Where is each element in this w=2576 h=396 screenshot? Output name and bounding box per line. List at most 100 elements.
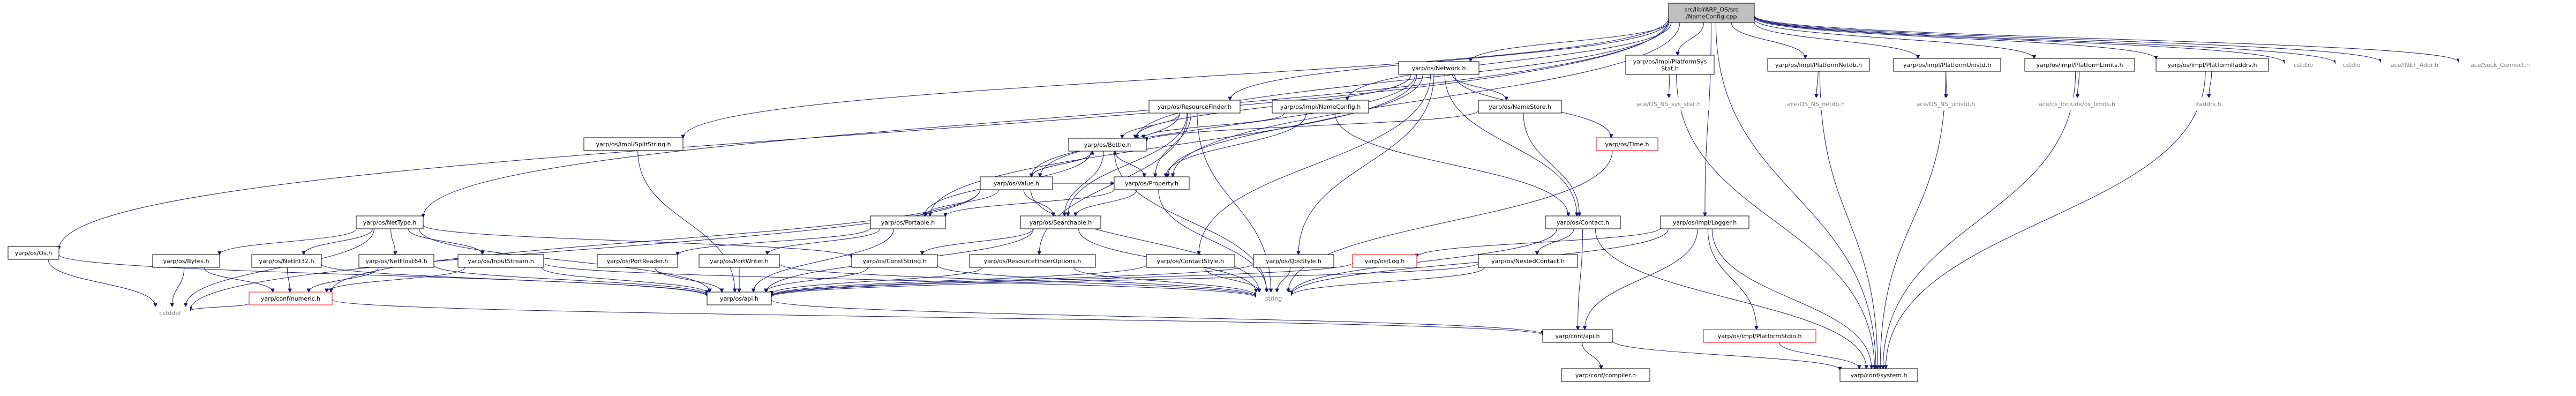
edge-root-to-nettype: [423, 19, 1669, 217]
edge-netfloat64-to-api: [433, 265, 707, 295]
node-contactstyle[interactable]: yarp/os/ContactStyle.h: [1146, 254, 1235, 268]
edge-portreader-to-api: [655, 267, 722, 292]
node-label-time: yarp/os/Time.h: [1605, 141, 1649, 148]
node-label-platformifaddrs: yarp/os/impl/PlatformIfaddrs.h: [2167, 62, 2257, 69]
edge-portable-to-portreader: [678, 227, 871, 255]
node-netfloat64[interactable]: yarp/os/NetFloat64.h: [358, 254, 434, 268]
edge-confapi-to-system: [1612, 340, 1840, 370]
node-box-platformnetdb: [1767, 58, 1870, 72]
edge-value-to-cstddef: [190, 189, 981, 310]
edge-numeric-to-cstddef: [190, 303, 250, 310]
node-box-compiler: [1561, 368, 1650, 382]
edge-platformnetdb-to-ace_netdb: [1816, 71, 1819, 98]
node-namestore[interactable]: yarp/os/NameStore.h: [1478, 100, 1562, 114]
node-logger[interactable]: yarp/os/impl/Logger.h: [1660, 215, 1749, 229]
edge-root-to-bottle: [1137, 22, 1669, 138]
edge-network-to-qosstyle: [1298, 74, 1435, 255]
node-ace_unistd: ace/OS_NS_unistd.h: [1907, 98, 1985, 110]
node-nameconfig[interactable]: yarp/os/impl/NameConfig.h: [1272, 100, 1369, 114]
node-box-ace_sys_stat: [1628, 98, 1709, 110]
node-log[interactable]: yarp/os/Log.h: [1352, 254, 1417, 268]
edge-portable-to-api: [754, 228, 894, 292]
node-ace_sys_stat: ace/OS_NS_sys_stat.h: [1628, 98, 1709, 110]
node-system[interactable]: yarp/conf/system.h: [1839, 368, 1918, 382]
node-root[interactable]: src/libYARP_OS/src/NameConfig.cpp: [1668, 3, 1755, 23]
node-label-bottle: yarp/os/Bottle.h: [1084, 141, 1131, 148]
node-platformifaddrs[interactable]: yarp/os/impl/PlatformIfaddrs.h: [2156, 58, 2269, 72]
edge-contact-to-confapi: [1578, 228, 1583, 330]
node-portreader[interactable]: yarp/os/PortReader.h: [597, 254, 678, 268]
edge-root-to-logger: [1705, 22, 1711, 216]
edge-root-to-os_h: [59, 19, 1669, 249]
node-conststring[interactable]: yarp/os/ConstString.h: [851, 254, 938, 268]
edge-netfloat64-to-numeric: [309, 267, 379, 292]
node-label-ifaddrs: ifaddrs.h: [2195, 101, 2221, 108]
node-qosstyle[interactable]: yarp/os/QosStyle.h: [1253, 254, 1334, 268]
node-value[interactable]: yarp/os/Value.h: [980, 176, 1053, 190]
node-label-root: src/libYARP_OS/src: [1684, 6, 1738, 13]
node-contact[interactable]: yarp/os/Contact.h: [1545, 215, 1621, 229]
node-rfoptions[interactable]: yarp/os/ResourceFinderOptions.h: [969, 254, 1096, 268]
edge-contact-to-nestedcontact: [1537, 228, 1574, 255]
edge-nameconfig-to-property: [1166, 113, 1307, 177]
node-box-netint32: [251, 254, 322, 268]
node-time[interactable]: yarp/os/Time.h: [1596, 137, 1658, 151]
node-platformunistd[interactable]: yarp/os/impl/PlatformUnistd.h: [1893, 58, 2001, 72]
edge-root-to-platformlimits: [1754, 19, 2034, 58]
node-confapi[interactable]: yarp/conf/api.h: [1542, 329, 1613, 343]
edge-property-to-bottle: [1115, 151, 1145, 177]
edge-root-to-system: [1715, 22, 1876, 369]
node-compiler[interactable]: yarp/conf/compiler.h: [1561, 368, 1650, 382]
node-platformnetdb[interactable]: yarp/os/impl/PlatformNetdb.h: [1767, 58, 1870, 72]
node-splitstring[interactable]: yarp/os/impl/SplitString.h: [583, 137, 684, 151]
node-platformlimits[interactable]: yarp/os/impl/PlatformLimits.h: [2024, 58, 2135, 72]
node-label-netint32: yarp/os/NetInt32.h: [259, 258, 314, 265]
edge-network-to-portable: [930, 74, 1417, 216]
edge-network-to-contact: [1444, 74, 1577, 216]
node-label-string: string: [1265, 295, 1282, 302]
node-box-bottle: [1068, 138, 1147, 152]
node-label-inet_addr: ace/INET_Addr.h: [2391, 62, 2438, 69]
node-box-platformsysstat: [1625, 55, 1715, 75]
node-platformstdio[interactable]: yarp/os/impl/PlatformStdio.h: [1703, 329, 1816, 343]
edge-rfoptions-to-string: [1073, 267, 1256, 296]
edge-root-to-resourcefinder: [1230, 20, 1669, 100]
node-portable[interactable]: yarp/os/Portable.h: [870, 215, 946, 229]
node-cstdio: cstdio: [2335, 58, 2368, 71]
node-api[interactable]: yarp/os/api.h: [707, 292, 772, 305]
node-label-ace_sys_stat: ace/OS_NS_sys_stat.h: [1636, 101, 1701, 108]
node-nettype[interactable]: yarp/os/NetType.h: [356, 215, 424, 229]
node-label-splitstring: yarp/os/impl/SplitString.h: [596, 141, 671, 148]
node-bytes[interactable]: yarp/os/Bytes.h: [152, 254, 220, 268]
node-os_h[interactable]: yarp/os/Os.h: [7, 246, 59, 260]
edge-root-to-platformifaddrs: [1754, 17, 2156, 59]
node-box-confapi: [1542, 329, 1613, 343]
node-netint32[interactable]: yarp/os/NetInt32.h: [251, 254, 322, 268]
edge-network-to-contactstyle: [1199, 74, 1431, 255]
node-box-portable: [870, 215, 946, 229]
node-label-nameconfig: yarp/os/impl/NameConfig.h: [1280, 103, 1361, 110]
node-label-searchable: yarp/os/Searchable.h: [1030, 219, 1092, 226]
node-searchable[interactable]: yarp/os/Searchable.h: [1020, 215, 1101, 229]
node-inputstream[interactable]: yarp/os/InputStream.h: [457, 254, 544, 268]
node-nestedcontact[interactable]: yarp/os/NestedContact.h: [1478, 254, 1578, 268]
edge-nettype-to-conststring: [423, 225, 852, 258]
node-ifaddrs: ifaddrs.h: [2186, 98, 2231, 110]
node-network[interactable]: yarp/os/Network.h: [1398, 61, 1479, 75]
edge-root-to-cstdlib: [1754, 16, 2285, 63]
node-numeric[interactable]: yarp/conf/numeric.h: [249, 292, 333, 305]
node-resourcefinder[interactable]: yarp/os/ResourceFinder.h: [1148, 100, 1241, 114]
node-label-netfloat64: yarp/os/NetFloat64.h: [365, 258, 427, 265]
node-label-value: yarp/os/Value.h: [994, 180, 1039, 187]
edge-bytes-to-cstddef: [172, 267, 185, 307]
node-bottle[interactable]: yarp/os/Bottle.h: [1068, 138, 1147, 152]
node-box-bytes: [152, 254, 220, 268]
node-box-contact: [1545, 215, 1621, 229]
node-property[interactable]: yarp/os/Property.h: [1114, 176, 1190, 190]
node-box-cstdlib: [2285, 58, 2322, 71]
node-portwriter[interactable]: yarp/os/PortWriter.h: [699, 254, 780, 268]
node-label-platformstdio: yarp/os/impl/PlatformStdio.h: [1718, 333, 1802, 340]
edge-inputstream-to-api: [541, 267, 707, 294]
edge-nestedcontact-to-api: [771, 263, 1479, 297]
